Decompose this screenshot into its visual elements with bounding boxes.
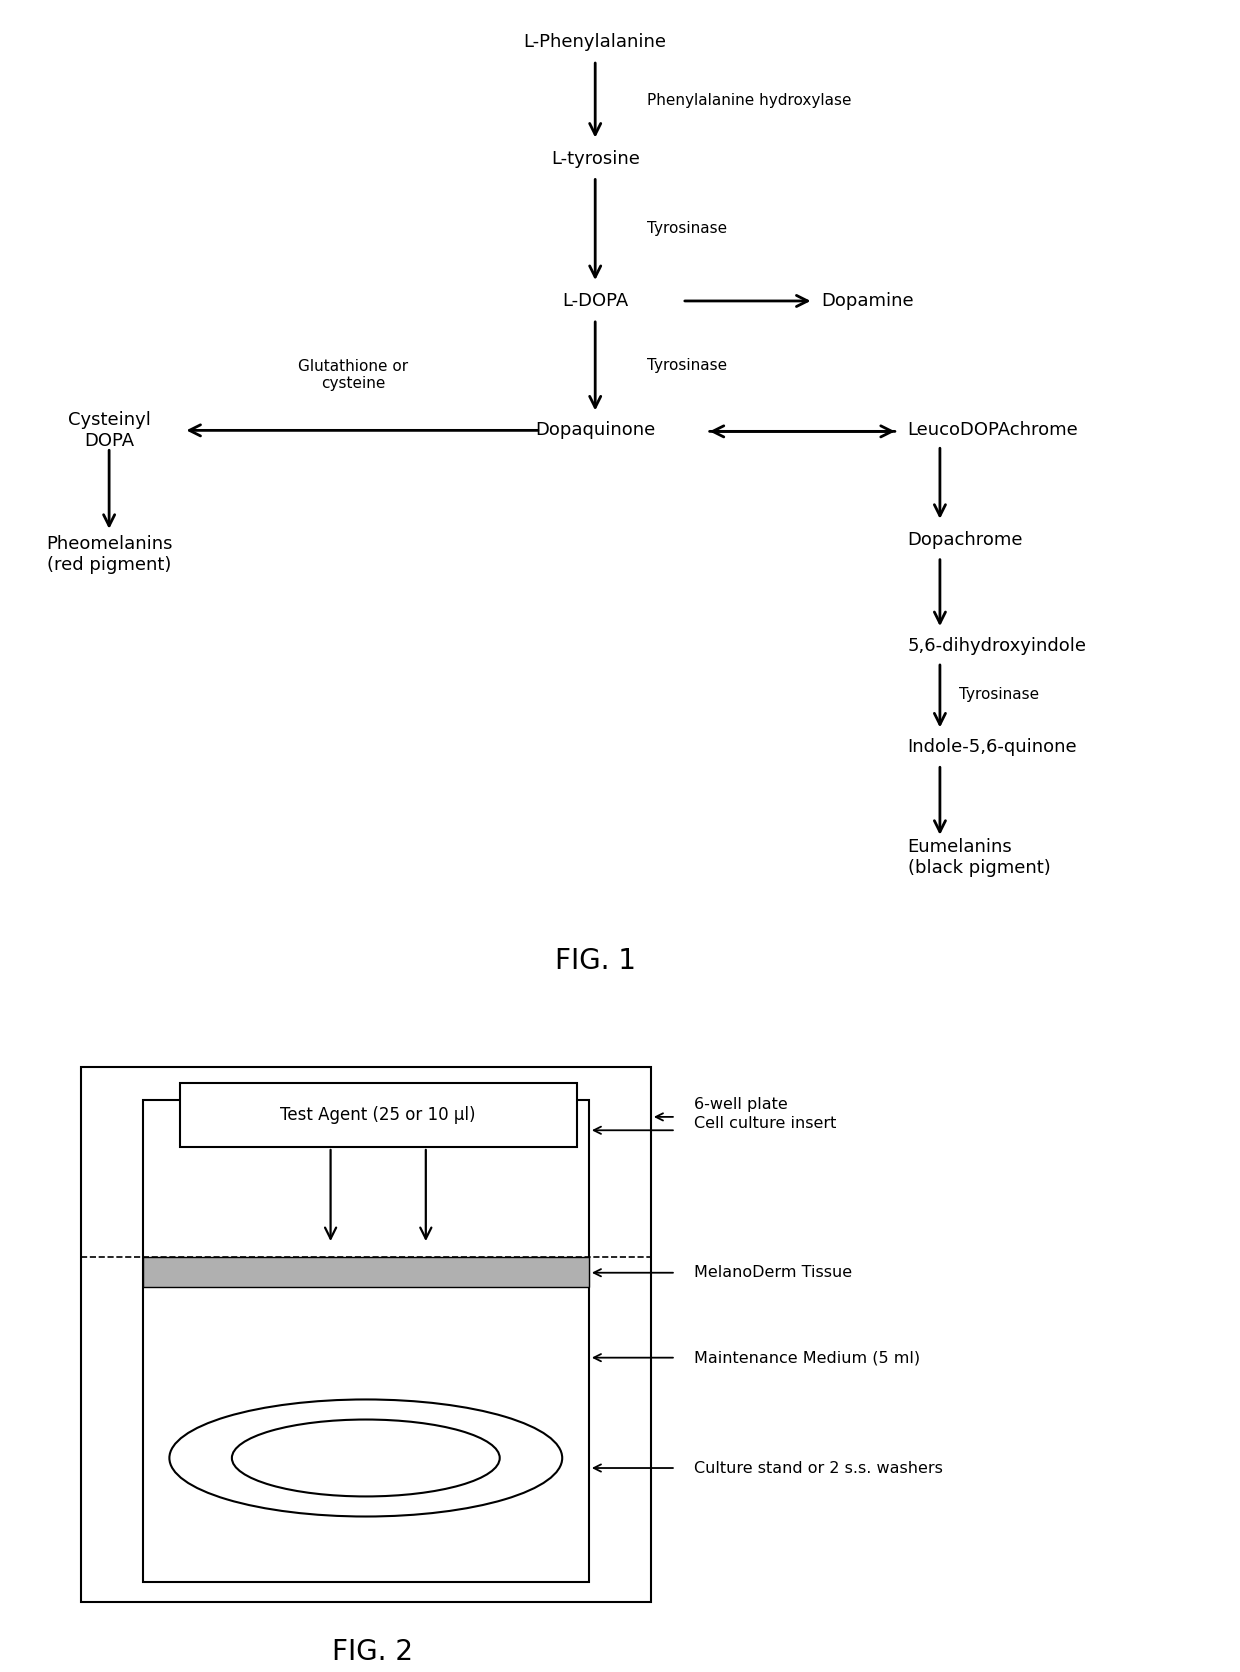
- Bar: [143, 1100, 589, 1582]
- Text: Cell culture insert: Cell culture insert: [694, 1117, 837, 1130]
- Text: Dopachrome: Dopachrome: [908, 530, 1023, 548]
- Text: Dopamine: Dopamine: [821, 293, 914, 309]
- Text: FIG. 1: FIG. 1: [554, 946, 636, 975]
- Text: Culture stand or 2 s.s. washers: Culture stand or 2 s.s. washers: [694, 1461, 944, 1475]
- Text: L-DOPA: L-DOPA: [562, 293, 629, 309]
- Text: LeucoDOPAchrome: LeucoDOPAchrome: [908, 421, 1079, 440]
- Text: Dopaquinone: Dopaquinone: [536, 421, 655, 440]
- Text: L-Phenylalanine: L-Phenylalanine: [523, 33, 667, 52]
- Text: L-tyrosine: L-tyrosine: [551, 149, 640, 167]
- Text: FIG. 2: FIG. 2: [331, 1639, 413, 1665]
- Text: Tyrosinase: Tyrosinase: [647, 221, 728, 236]
- Text: Phenylalanine hydroxylase: Phenylalanine hydroxylase: [647, 94, 852, 107]
- Text: Cysteinyl
DOPA: Cysteinyl DOPA: [68, 411, 150, 450]
- Bar: [143, 1257, 589, 1287]
- Text: Tyrosinase: Tyrosinase: [959, 687, 1039, 702]
- Text: Maintenance Medium (5 ml): Maintenance Medium (5 ml): [694, 1351, 920, 1364]
- Ellipse shape: [232, 1420, 500, 1496]
- Text: Indole-5,6-quinone: Indole-5,6-quinone: [908, 739, 1078, 756]
- Text: Glutathione or
cysteine: Glutathione or cysteine: [299, 359, 408, 391]
- Text: MelanoDerm Tissue: MelanoDerm Tissue: [694, 1266, 853, 1281]
- Text: Test Agent (25 or 10 μl): Test Agent (25 or 10 μl): [280, 1107, 476, 1124]
- Bar: [180, 1083, 577, 1147]
- Ellipse shape: [170, 1399, 562, 1517]
- Text: Tyrosinase: Tyrosinase: [647, 358, 728, 373]
- Text: Pheomelanins
(red pigment): Pheomelanins (red pigment): [46, 535, 172, 573]
- Text: Eumelanins
(black pigment): Eumelanins (black pigment): [908, 838, 1050, 878]
- Text: 5,6-dihydroxyindole: 5,6-dihydroxyindole: [908, 637, 1086, 655]
- Text: 6-well plate: 6-well plate: [694, 1097, 789, 1112]
- Bar: [81, 1067, 651, 1602]
